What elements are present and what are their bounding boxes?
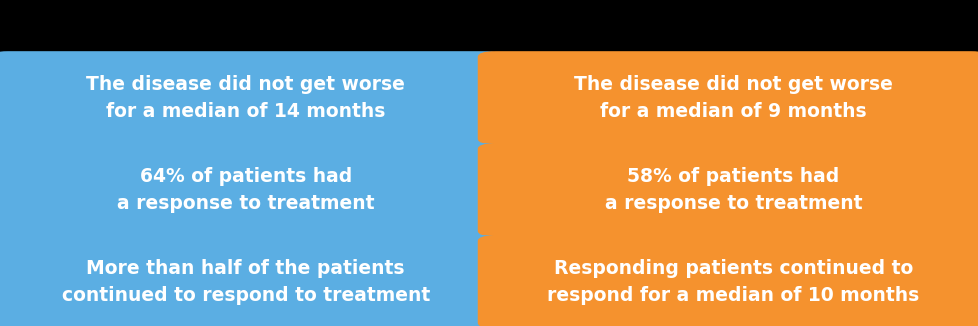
Text: Responding patients continued to
respond for a median of 10 months: Responding patients continued to respond… xyxy=(547,259,918,305)
Text: 64% of patients had
a response to treatment: 64% of patients had a response to treatm… xyxy=(116,167,375,213)
FancyBboxPatch shape xyxy=(0,51,501,144)
Text: The disease did not get worse
for a median of 14 months: The disease did not get worse for a medi… xyxy=(86,75,405,121)
Text: More than half of the patients
continued to respond to treatment: More than half of the patients continued… xyxy=(62,259,429,305)
FancyBboxPatch shape xyxy=(477,51,978,144)
FancyBboxPatch shape xyxy=(477,143,978,237)
Text: The disease did not get worse
for a median of 9 months: The disease did not get worse for a medi… xyxy=(573,75,892,121)
FancyBboxPatch shape xyxy=(477,235,978,326)
Text: 58% of patients had
a response to treatment: 58% of patients had a response to treatm… xyxy=(603,167,862,213)
FancyBboxPatch shape xyxy=(0,235,501,326)
FancyBboxPatch shape xyxy=(0,143,501,237)
